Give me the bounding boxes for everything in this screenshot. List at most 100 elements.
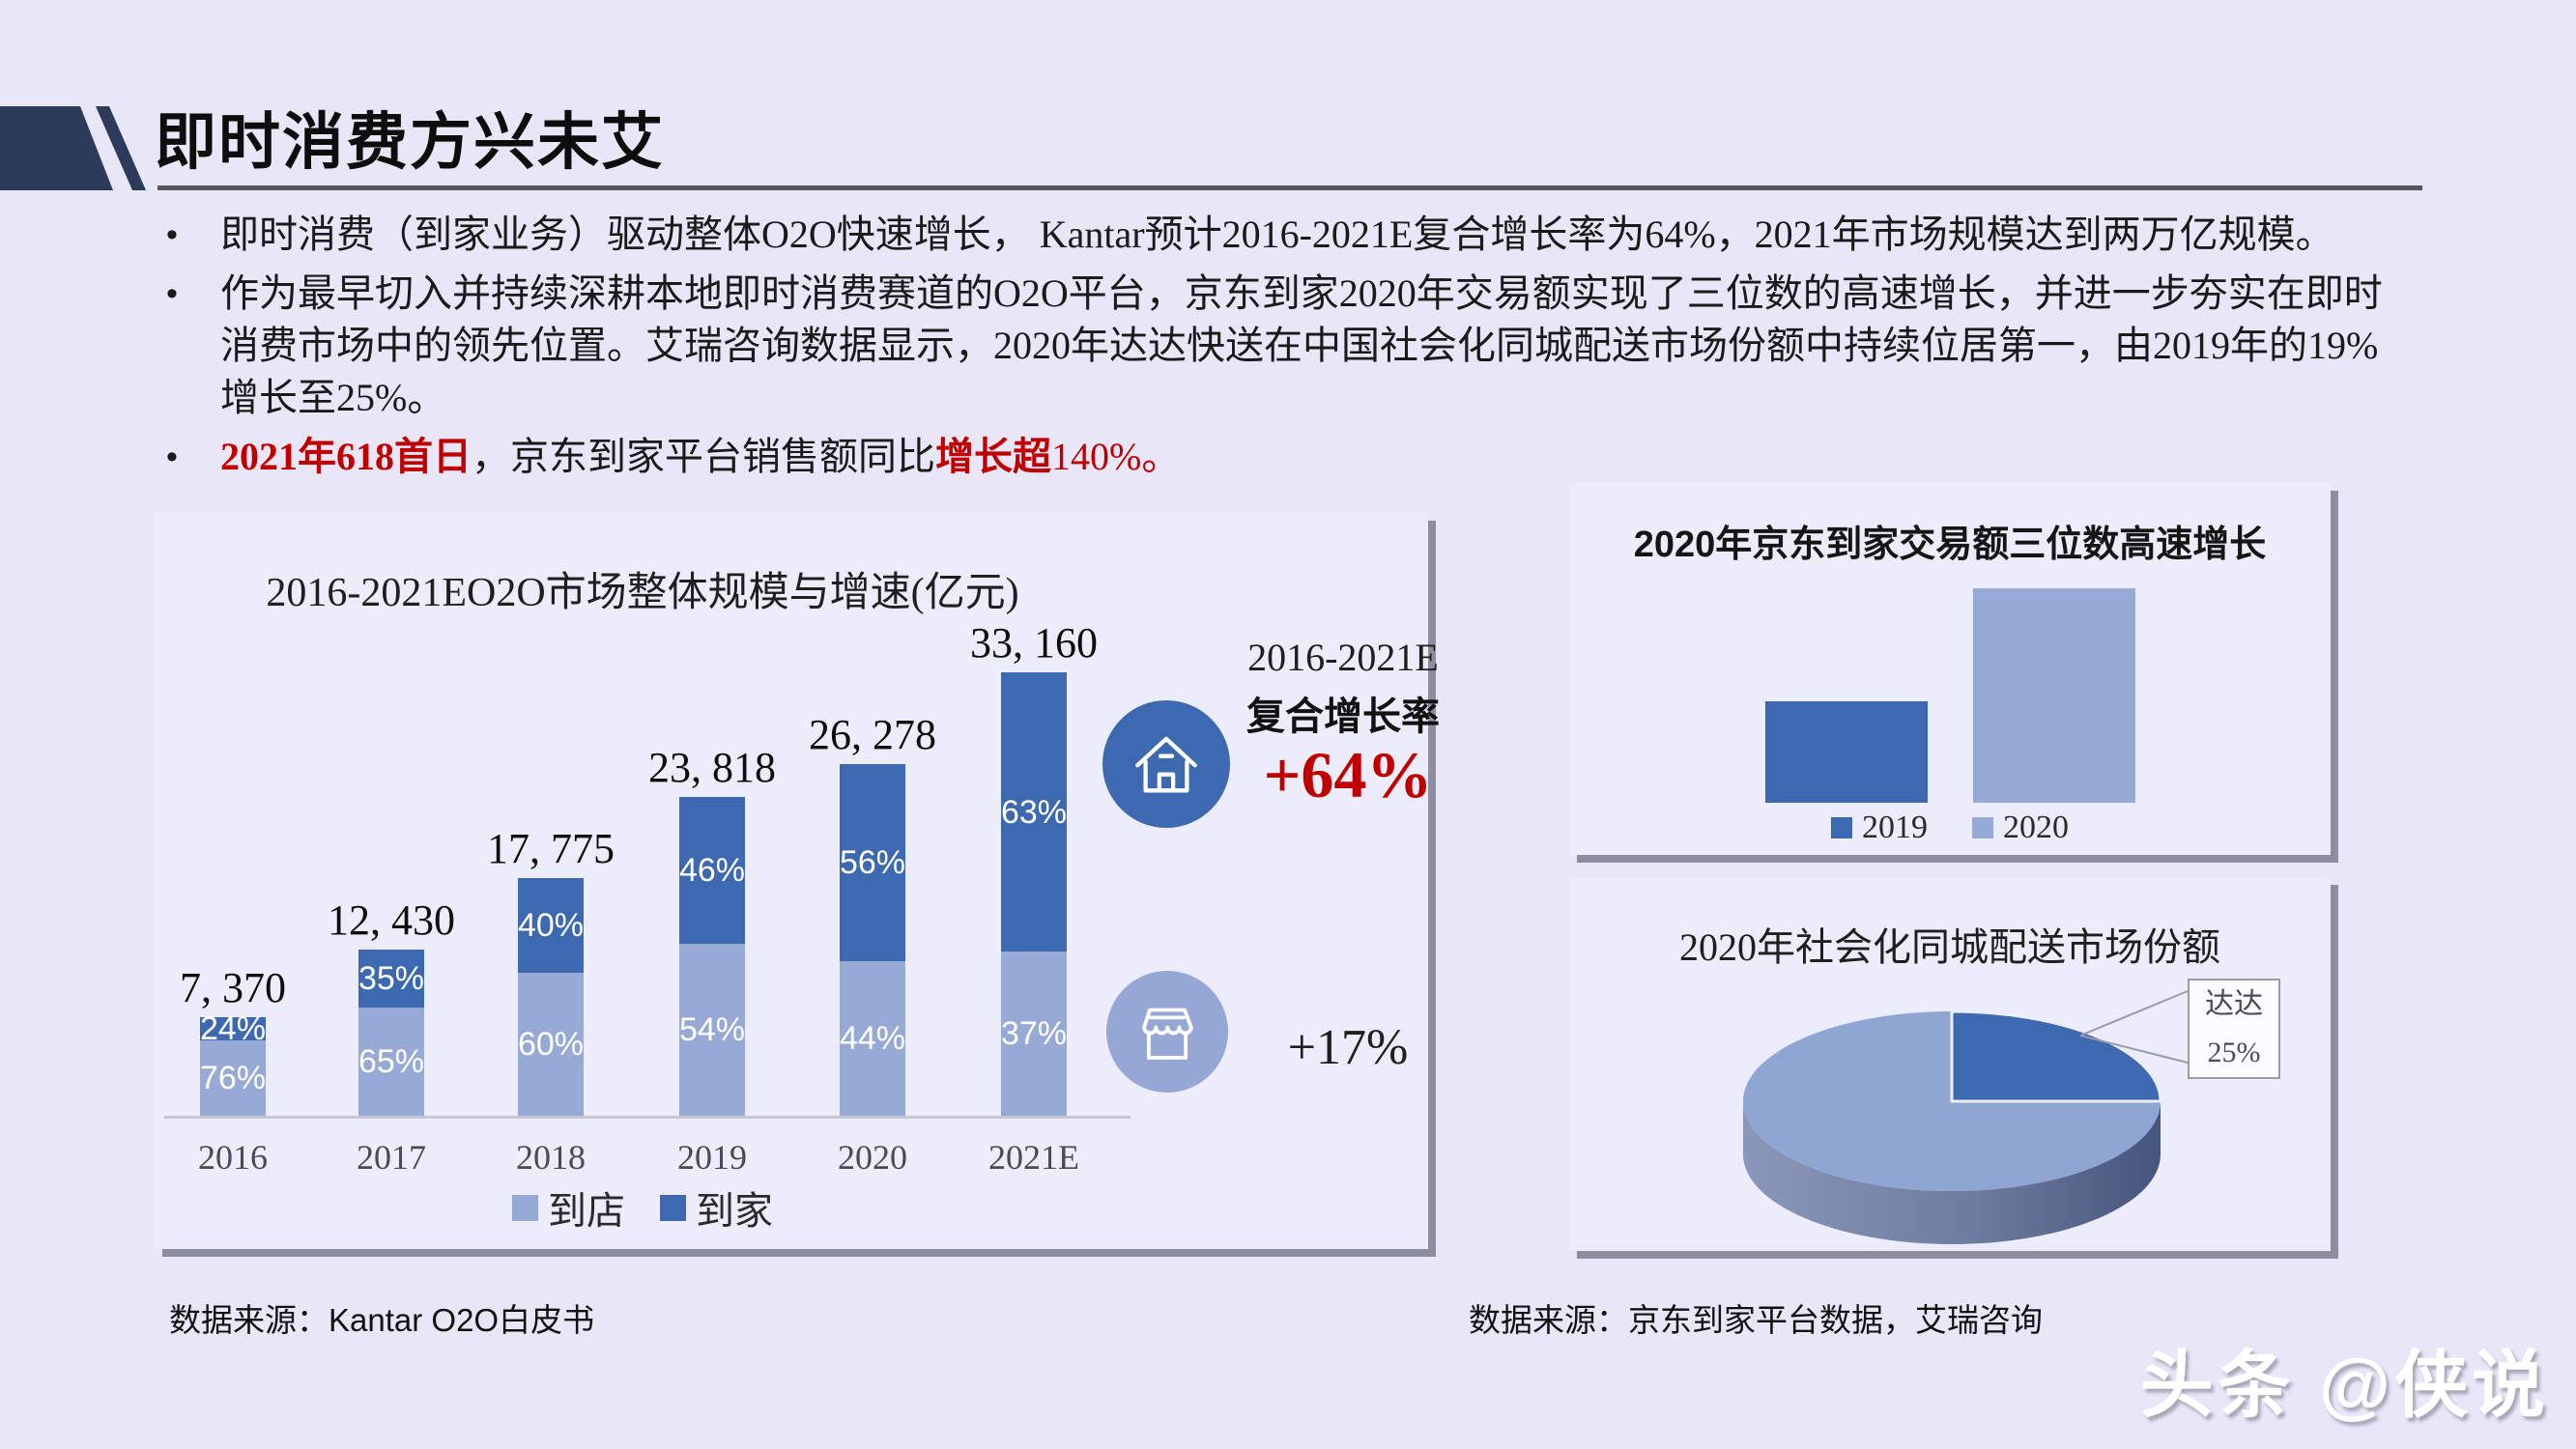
bar-total-label: 23, 818 — [648, 744, 776, 791]
bar-pct-daodian: 65% — [358, 1043, 425, 1080]
bar-segment-daojia — [358, 950, 424, 1008]
x-tick-label: 2018 — [516, 1138, 586, 1177]
bar-segment-daodian — [518, 973, 584, 1116]
home-delivery-circle — [1102, 700, 1230, 828]
bullet-segment: 即时消费（到家业务）驱动整体O2O快速增长， Kantar预计2016-2021… — [220, 213, 2334, 256]
bar-segment-daojia — [840, 764, 905, 961]
bullet-segment: 作为最早切入并持续深耕本地即时消费赛道的O2O平台，京东到家2020年交易额实现… — [220, 271, 2383, 419]
pie-callout-leader-bottom — [2079, 1035, 2189, 1064]
pie-chart — [1743, 990, 2189, 1244]
legend-item: 到店 — [512, 1179, 625, 1236]
bar-segment-daodian — [358, 1008, 424, 1116]
legend-label: 到家 — [696, 1190, 773, 1233]
header-accent-shape — [0, 106, 146, 190]
bar-segment-daojia — [200, 1017, 266, 1040]
storefront-icon — [1142, 1008, 1193, 1060]
jddj-gmv-chart-panel: 2020年京东到家交易额三位数高速增长 2019 2020 — [1569, 483, 2331, 855]
bullet-list: • 即时消费（到家业务）驱动整体O2O快速增长， Kantar预计2016-202… — [166, 209, 2408, 490]
legend-label: 2019 — [1862, 810, 1928, 845]
bar-segment-daodian — [1001, 952, 1067, 1116]
bullet-item: • 作为最早切入并持续深耕本地即时消费赛道的O2O平台，京东到家2020年交易额实… — [166, 268, 2408, 424]
legend-item: 到家 — [660, 1179, 773, 1236]
legend-item: 2020 — [1972, 810, 2069, 846]
bullet-segment: 增长超 — [935, 435, 1051, 478]
pie-side-wall — [1743, 1101, 2161, 1244]
bullet-text: 即时消费（到家业务）驱动整体O2O快速增长， Kantar预计2016-2021… — [220, 209, 2334, 261]
jddj-gmv-legend: 2019 2020 — [1569, 810, 2331, 846]
legend-swatch — [512, 1194, 538, 1221]
bar-pct-daojia: 24% — [199, 1010, 267, 1047]
bar-segment-daojia — [1001, 672, 1067, 952]
bar-pct-daojia: 35% — [358, 960, 425, 997]
bar-pct-daodian: 76% — [199, 1060, 267, 1096]
bar-pct-daojia: 46% — [678, 852, 746, 889]
bar-pct-daojia: 56% — [839, 844, 906, 881]
bar-segment-daojia — [518, 878, 584, 973]
o2o-x-axis — [164, 1116, 1131, 1119]
pie-callout-label: 达达 — [2205, 988, 2263, 1020]
bar-total-label: 12, 430 — [328, 896, 455, 944]
legend-label: 到店 — [548, 1190, 625, 1233]
bar-pct-daodian: 60% — [517, 1026, 585, 1063]
bullet-marker: • — [166, 216, 178, 253]
bar-total-label: 26, 278 — [809, 711, 936, 758]
legend-label: 2020 — [2003, 810, 2069, 845]
store-cagr-value: +17% — [1287, 1020, 1409, 1075]
bar-total-label: 33, 160 — [970, 619, 1098, 667]
x-tick-label: 2019 — [677, 1138, 747, 1177]
bar-total-label: 17, 775 — [487, 825, 615, 872]
bullet-text: 2021年618首日，京东到家平台销售额同比增长超140%。 — [220, 431, 1180, 483]
jddj-gmv-plot — [1569, 483, 2331, 855]
bar-total-label: 7, 370 — [180, 964, 286, 1011]
source-note-left: 数据来源：Kantar O2O白皮书 — [169, 1302, 595, 1338]
title-underline — [157, 185, 2422, 190]
bar-segment-daodian — [679, 944, 745, 1116]
bullet-segment: ，京东到家平台销售额同比 — [472, 435, 935, 478]
bullet-item: • 2021年618首日，京东到家平台销售额同比增长超140%。 — [166, 431, 2408, 483]
bullet-item: • 即时消费（到家业务）驱动整体O2O快速增长， Kantar预计2016-202… — [166, 209, 2408, 261]
pie-callout-value: 25% — [2207, 1037, 2261, 1068]
gmv-bar-2019 — [1765, 701, 1928, 803]
legend-swatch — [1972, 817, 1993, 838]
x-tick-label: 2017 — [357, 1138, 426, 1177]
pie-slice-dada — [1950, 1009, 2162, 1103]
x-tick-label: 2016 — [198, 1138, 268, 1177]
x-tick-label: 2020 — [838, 1138, 907, 1177]
o2o-plot: 7, 370 24% 76% 2016 12, 430 35% 65% 2017 17, 775… — [155, 513, 1131, 1249]
o2o-market-chart-panel: 2016-2021EO2O市场整体规模与增速(亿元) 7, 370 24% 76% 2… — [155, 513, 1440, 1249]
home-cagr-value: +64% — [1263, 738, 1433, 811]
bar-pct-daojia: 40% — [517, 907, 585, 944]
bullet-marker: • — [166, 275, 178, 312]
bullet-segment: 2021年618首日 — [220, 435, 472, 478]
bullet-marker: • — [166, 439, 178, 475]
bar-pct-daodian: 37% — [1000, 1015, 1068, 1052]
pie-callout-leader-top — [2079, 990, 2189, 1037]
pie-title: 2020年社会化同城配送市场份额 — [1679, 925, 2220, 969]
cagr-heading-line1: 2016-2021E — [1247, 636, 1439, 679]
o2o-legend: 到店 到家 — [155, 1179, 1131, 1236]
bar-pct-daodian: 54% — [678, 1011, 746, 1048]
cagr-heading-line2: 复合增长率 — [1246, 696, 1440, 738]
bar-pct-daojia: 63% — [1000, 793, 1068, 831]
legend-swatch — [1831, 817, 1852, 838]
bullet-segment: 140%。 — [1051, 435, 1181, 478]
bar-segment-daojia — [679, 797, 745, 944]
bar-segment-daodian — [840, 961, 905, 1116]
pie-callout-box: 达达 25% — [2188, 979, 2280, 1079]
house-icon — [1135, 736, 1197, 793]
o2o-chart-title: 2016-2021EO2O市场整体规模与增速(亿元) — [266, 571, 1019, 615]
bar-pct-daodian: 44% — [839, 1020, 906, 1057]
jddj-gmv-title: 2020年京东到家交易额三位数高速增长 — [1633, 525, 2267, 565]
gmv-bar-2020 — [1973, 588, 2135, 803]
x-tick-label: 2021E — [988, 1138, 1079, 1177]
page-title: 即时消费方兴未艾 — [155, 107, 665, 177]
source-note-right: 数据来源：京东到家平台数据，艾瑞咨询 — [1469, 1302, 2043, 1338]
market-share-pie-panel: 2020年社会化同城配送市场份额 达达 25% — [1569, 877, 2331, 1251]
watermark: 头条 @侠说 — [2139, 1345, 2549, 1427]
bar-segment-daodian — [200, 1040, 266, 1116]
to-store-circle — [1106, 971, 1228, 1093]
legend-swatch — [660, 1194, 686, 1221]
bullet-text: 作为最早切入并持续深耕本地即时消费赛道的O2O平台，京东到家2020年交易额实现… — [220, 268, 2408, 424]
legend-item: 2019 — [1831, 810, 1928, 846]
